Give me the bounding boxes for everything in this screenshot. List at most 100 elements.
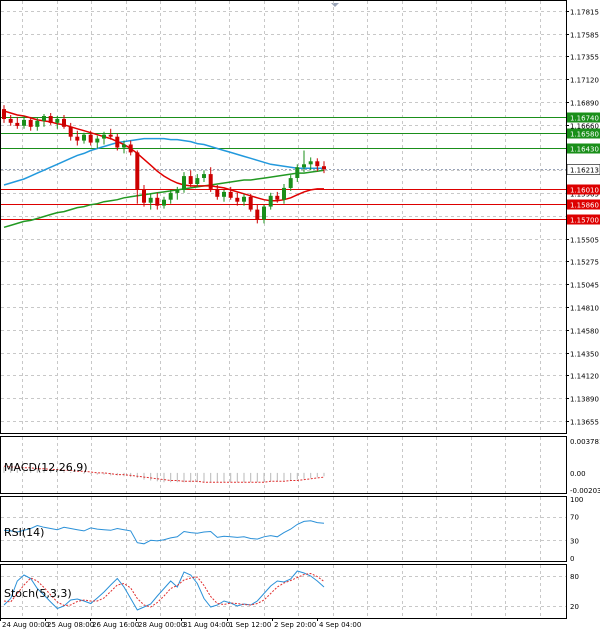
time-tick-label: 26 Aug 16:00 (92, 621, 139, 629)
bearish-candle (115, 136, 120, 148)
price-axis: 1.17815 1.17585 1.17355 1.17120 1.16890 1.166… (566, 9, 600, 427)
subpane-grid (22, 437, 541, 618)
bullish-candle (202, 174, 206, 178)
time-tick-label: 1 Sep 12:00 (229, 621, 271, 629)
price-tick-label: 1.14810 (570, 305, 599, 313)
macd-tick-label: 0.00 (570, 470, 586, 478)
bearish-candle (228, 191, 233, 198)
bearish-candle (88, 134, 93, 143)
level-price-tag (567, 143, 600, 154)
bearish-candle (75, 136, 80, 141)
time-tick-label: 2 Sep 20:00 (274, 621, 316, 629)
bullish-candle (262, 206, 266, 220)
bearish-candle (255, 209, 260, 220)
level-price-label: 1.16580 (570, 131, 599, 139)
rsi-tick-label: 0 (570, 555, 574, 563)
bullish-candle (288, 178, 293, 188)
stoch-signal-line (3, 572, 325, 608)
stoch-tick-label: 20 (570, 603, 579, 611)
bearish-candle (135, 152, 140, 190)
bullish-candle (168, 192, 173, 200)
bullish-candle (42, 116, 46, 121)
rsi-tick-label: 100 (570, 496, 583, 504)
bullish-candle (308, 161, 313, 165)
stoch-tick-label: 80 (570, 573, 579, 581)
bearish-candle (8, 118, 13, 123)
stoch-main-line (3, 570, 325, 611)
macd-tick-label: 0.003781 (570, 438, 600, 446)
rsi-title: RSI(14) (4, 526, 44, 539)
level-price-tag (567, 112, 600, 123)
current-price-label: 1.16213 (570, 167, 599, 175)
bullish-candle (55, 118, 60, 123)
bullish-candle (148, 197, 153, 203)
bullish-candle (295, 167, 300, 178)
bullish-candle (242, 196, 246, 202)
level-price-tag (567, 128, 600, 139)
rsi-line (3, 520, 325, 545)
time-tick-label: 24 Aug 00:00 (2, 621, 49, 629)
bearish-candle (15, 122, 20, 126)
bullish-candle (268, 195, 273, 207)
stoch-indicator: 80 20 (1, 570, 579, 611)
time-tick-label: 31 Aug 04:00 (183, 621, 230, 629)
bullish-candle (302, 164, 306, 168)
bearish-candle (28, 119, 33, 127)
bearish-candle (62, 118, 66, 127)
rsi-pane-frame (0, 496, 567, 562)
bullish-candle (195, 178, 200, 184)
bearish-candle (215, 188, 220, 197)
rsi-tick-label: 30 (570, 537, 579, 545)
bearish-candle (275, 195, 280, 200)
price-tick-label: 1.14580 (570, 328, 599, 336)
price-tick-label: 1.16890 (570, 100, 599, 108)
bearish-candle (248, 196, 253, 210)
macd-signal-line (3, 465, 325, 483)
level-price-tag (567, 214, 600, 225)
bearish-candle (315, 161, 320, 167)
time-tick-label: 25 Aug 08:00 (47, 621, 94, 629)
bullish-candle (95, 138, 100, 143)
bearish-candle (155, 197, 160, 206)
candlesticks (2, 105, 326, 224)
bullish-candle (82, 134, 86, 141)
price-tick-label: 1.14350 (570, 351, 599, 359)
level-price-label: 1.16010 (570, 187, 599, 195)
rsi-indicator: 100 70 30 0 (1, 496, 583, 563)
bearish-candle (208, 174, 213, 189)
time-tick-label: 28 Aug 00:00 (138, 621, 185, 629)
bearish-candle (128, 144, 133, 153)
macd-indicator: 0.003781 0.00 -0.002031 (3, 438, 600, 495)
price-tick-label: 1.13655 (570, 419, 599, 427)
level-price-tag (567, 199, 600, 210)
price-tick-label: 1.15505 (570, 237, 599, 245)
price-tick-label: 1.14120 (570, 373, 599, 381)
bullish-candle (35, 120, 40, 127)
ma-slow-line (3, 169, 325, 229)
bearish-candle (142, 189, 146, 203)
stoch-pane-frame (0, 564, 567, 619)
macd-tick-label: -0.002031 (570, 487, 600, 495)
price-tick-label: 1.16660 (570, 123, 599, 131)
bullish-candle (102, 134, 106, 139)
time-tick-label: 4 Sep 04:00 (319, 621, 361, 629)
rsi-tick-label: 70 (570, 514, 579, 522)
ma-mid-line (3, 137, 324, 186)
bullish-candle (162, 199, 166, 206)
price-tick-label: 1.17585 (570, 32, 599, 40)
current-price-tag (566, 164, 600, 175)
bearish-candle (322, 166, 326, 170)
bullish-candle (282, 187, 286, 200)
price-tick-label: 1.17355 (570, 54, 599, 62)
bullish-candle (175, 189, 180, 193)
price-tick-label: 1.13890 (570, 396, 599, 404)
bearish-candle (235, 197, 240, 202)
bearish-candle (68, 126, 73, 137)
level-price-label: 1.16430 (570, 146, 599, 154)
bearish-candle (188, 176, 193, 184)
stoch-title: Stoch(5,3,3) (4, 587, 72, 600)
level-price-label: 1.15860 (570, 202, 599, 210)
